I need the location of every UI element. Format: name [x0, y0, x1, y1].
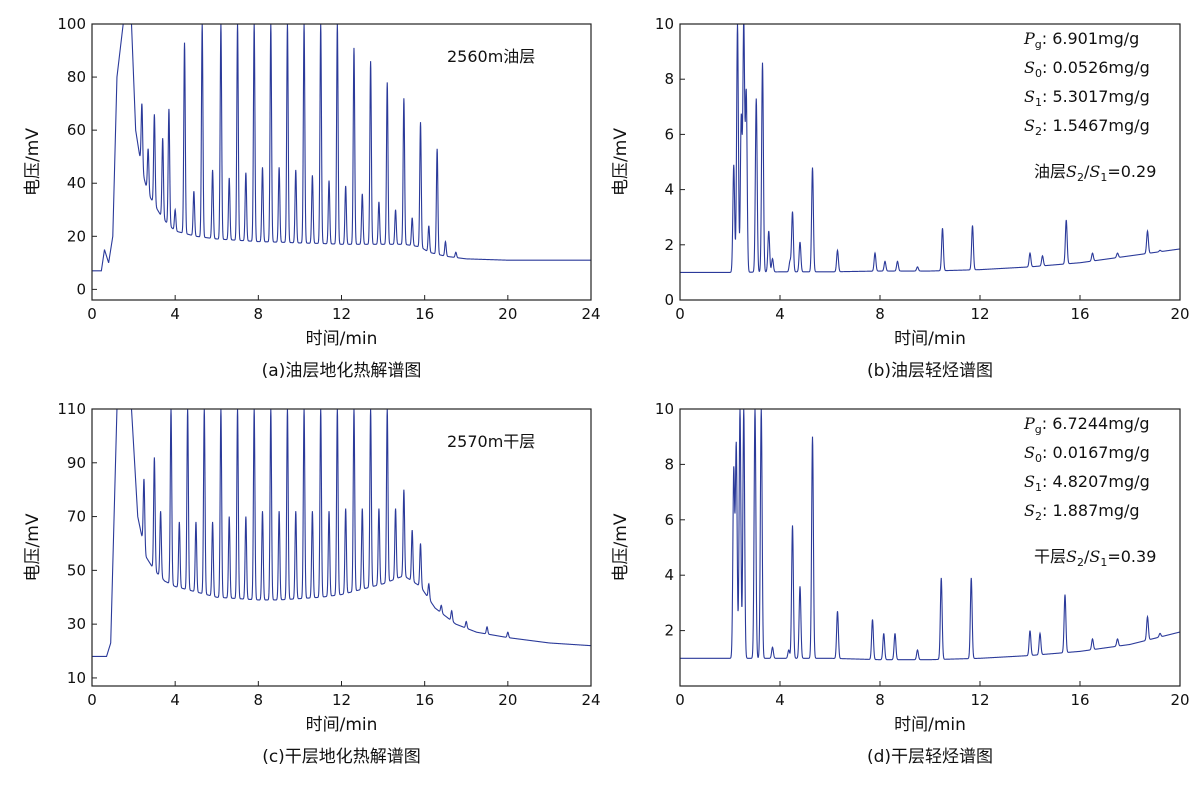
x-tick-label: 8 [254, 305, 264, 323]
param-annotation: Pg: 6.901mg/g [1023, 29, 1139, 51]
y-tick-label: 0 [76, 280, 86, 298]
x-tick-label: 20 [1170, 691, 1189, 709]
x-tick-label: 8 [875, 691, 885, 709]
y-tick-label: 40 [67, 174, 86, 192]
x-tick-label: 16 [415, 691, 434, 709]
chart-caption: (d)干层轻烃谱图 [867, 747, 993, 767]
y-axis-label: 电压/mV [23, 128, 43, 196]
x-tick-label: 12 [970, 691, 989, 709]
series-line-trace [680, 18, 1180, 272]
x-tick-label: 12 [332, 305, 351, 323]
y-axis-label: 电压/mV [611, 128, 631, 196]
y-tick-label: 6 [664, 125, 674, 143]
x-tick-label: 4 [775, 305, 785, 323]
ratio-annotation: 干层S2/S1=0.39 [1034, 547, 1156, 569]
y-tick-label: 20 [67, 227, 86, 245]
x-tick-label: 4 [775, 691, 785, 709]
x-tick-label: 24 [581, 691, 600, 709]
chart-caption: (b)油层轻烃谱图 [867, 361, 993, 381]
x-tick-label: 8 [254, 691, 264, 709]
param-annotation: S1: 4.8207mg/g [1024, 472, 1150, 494]
y-tick-label: 8 [664, 70, 674, 88]
x-tick-label: 20 [1170, 305, 1189, 323]
y-tick-label: 0 [664, 291, 674, 309]
y-tick-label: 6 [664, 511, 674, 529]
y-tick-label: 100 [57, 15, 86, 33]
ratio-annotation: 油层S2/S1=0.29 [1034, 162, 1156, 184]
y-axis-label: 电压/mV [23, 513, 43, 581]
param-annotation: S2: 1.5467mg/g [1024, 116, 1150, 138]
x-axis-label: 时间/min [894, 715, 966, 735]
y-tick-label: 110 [57, 400, 86, 418]
x-tick-label: 4 [170, 305, 180, 323]
x-tick-label: 0 [87, 691, 97, 709]
sample-annotation: 2560m油层 [447, 47, 535, 66]
y-tick-label: 2 [664, 236, 674, 254]
x-tick-label: 16 [1070, 305, 1089, 323]
x-tick-label: 16 [1070, 691, 1089, 709]
param-annotation: S2: 1.887mg/g [1024, 501, 1140, 523]
x-tick-label: 20 [498, 691, 517, 709]
y-tick-label: 80 [67, 68, 86, 86]
x-tick-label: 20 [498, 305, 517, 323]
x-axis-label: 时间/min [894, 329, 966, 349]
chart-b: 0 4 8 12 16 20 0 2 4 6 8 10 时间/min 电压/mV (b)油层轻烃谱图 Pg: … [611, 15, 1190, 381]
x-axis-label: 时间/min [306, 329, 378, 349]
y-tick-label: 60 [67, 121, 86, 139]
param-annotation: S0: 0.0167mg/g [1024, 443, 1150, 465]
sample-annotation: 2570m干层 [447, 432, 535, 451]
y-tick-label: 2 [664, 622, 674, 640]
chart-caption: (a)油层地化热解谱图 [262, 361, 422, 381]
y-tick-label: 8 [664, 455, 674, 473]
y-tick-label: 4 [664, 566, 674, 584]
chart-c: 0 4 8 12 16 20 24 10 30 50 70 90 110 时间/min 电压/mV (c)干层… [23, 400, 601, 767]
y-tick-label: 10 [655, 15, 674, 33]
chart-caption: (c)干层地化热解谱图 [262, 747, 421, 767]
y-tick-label: 4 [664, 181, 674, 199]
y-tick-label: 30 [67, 615, 86, 633]
x-axis-label: 时间/min [306, 715, 378, 735]
x-tick-label: 16 [415, 305, 434, 323]
x-tick-label: 8 [875, 305, 885, 323]
y-tick-label: 50 [67, 561, 86, 579]
y-tick-label: 90 [67, 454, 86, 472]
y-tick-label: 10 [655, 400, 674, 418]
x-tick-label: 24 [581, 305, 600, 323]
y-axis-label: 电压/mV [611, 513, 631, 581]
chart-a: 0 4 8 12 16 20 24 0 20 40 60 80 100 时间/min 电压/mV (a)油层地… [23, 15, 601, 381]
x-tick-label: 0 [675, 691, 685, 709]
param-annotation: S0: 0.0526mg/g [1024, 58, 1150, 80]
x-tick-label: 4 [170, 691, 180, 709]
x-tick-label: 12 [970, 305, 989, 323]
x-tick-label: 0 [675, 305, 685, 323]
x-tick-label: 12 [332, 691, 351, 709]
x-tick-label: 0 [87, 305, 97, 323]
y-tick-label: 10 [67, 669, 86, 687]
param-annotation: S1: 5.3017mg/g [1024, 87, 1150, 109]
param-annotation: Pg: 6.7244mg/g [1023, 414, 1150, 436]
y-tick-label: 70 [67, 508, 86, 526]
